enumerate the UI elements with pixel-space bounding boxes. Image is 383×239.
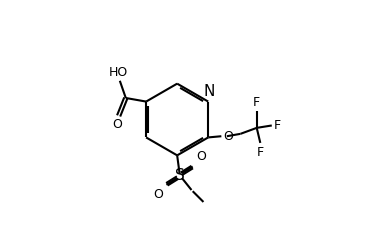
- Text: O: O: [153, 188, 163, 201]
- Text: O: O: [113, 118, 123, 131]
- Text: F: F: [257, 146, 264, 159]
- Text: O: O: [196, 150, 206, 163]
- Text: N: N: [204, 84, 215, 99]
- Text: S: S: [175, 168, 185, 183]
- Text: HO: HO: [109, 66, 128, 79]
- Text: O: O: [224, 130, 233, 143]
- Text: F: F: [253, 96, 260, 109]
- Text: F: F: [274, 119, 281, 132]
